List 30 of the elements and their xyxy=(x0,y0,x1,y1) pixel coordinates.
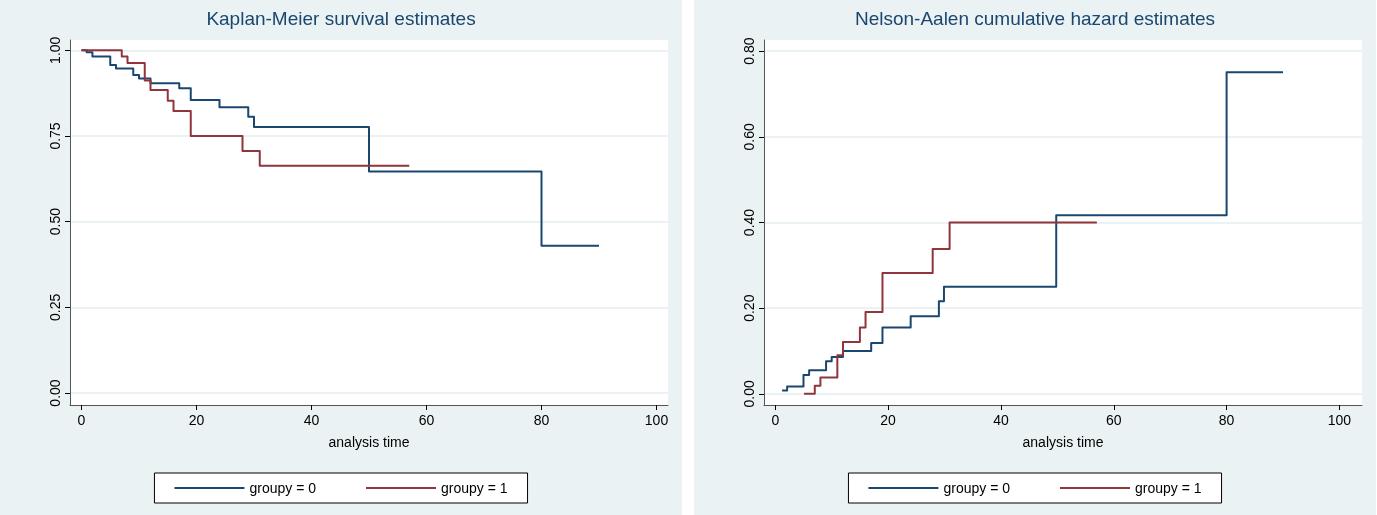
x-tick-label: 60 xyxy=(418,412,435,428)
chart-title: Kaplan-Meier survival estimates xyxy=(206,8,476,29)
x-tick-label: 100 xyxy=(1327,412,1352,428)
y-tick-label: 0.50 xyxy=(47,207,63,236)
y-tick-label: 0.00 xyxy=(741,380,757,408)
y-tick-label: 0.60 xyxy=(741,122,757,151)
chart-title: Nelson-Aalen cumulative hazard estimates xyxy=(854,8,1216,29)
x-tick-label: 40 xyxy=(303,412,320,428)
legend-label: groupy = 1 xyxy=(441,480,508,496)
x-tick-label: 60 xyxy=(1105,412,1122,428)
x-tick-label: 20 xyxy=(880,412,897,428)
x-axis-title: analysis time xyxy=(1022,434,1104,450)
x-axis-title: analysis time xyxy=(328,434,410,450)
x-tick-label: 0 xyxy=(77,412,86,428)
y-tick-label: 0.40 xyxy=(741,208,757,237)
legend-label: groupy = 1 xyxy=(1135,480,1202,496)
x-tick-label: 80 xyxy=(1218,412,1235,428)
y-tick-label: 0.20 xyxy=(741,294,757,322)
x-tick-label: 80 xyxy=(533,412,550,428)
legend-label: groupy = 0 xyxy=(249,480,317,496)
x-tick-label: 100 xyxy=(644,412,669,428)
y-tick-label: 0.75 xyxy=(47,122,63,150)
x-tick-label: 40 xyxy=(993,412,1009,428)
y-tick-label: 1.00 xyxy=(47,36,63,64)
x-tick-label: 20 xyxy=(188,412,205,428)
x-tick-label: 0 xyxy=(771,412,780,428)
legend-label: groupy = 0 xyxy=(943,480,1011,496)
y-tick-label: 0.25 xyxy=(47,293,63,321)
y-tick-label: 0.00 xyxy=(47,379,63,407)
y-tick-label: 0.80 xyxy=(741,37,757,65)
